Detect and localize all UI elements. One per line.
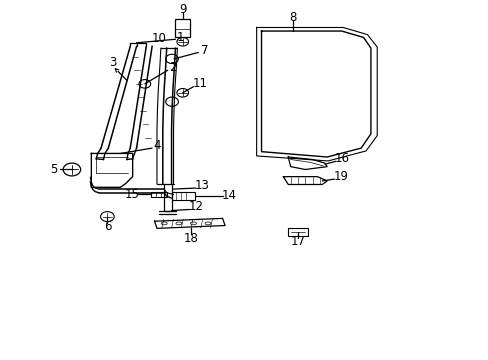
Text: 14: 14: [221, 189, 236, 202]
Text: 19: 19: [333, 170, 347, 183]
Text: 2: 2: [168, 61, 176, 74]
Text: 17: 17: [290, 235, 305, 248]
Bar: [175, 19, 190, 37]
Text: 10: 10: [152, 32, 166, 45]
Text: 11: 11: [192, 77, 207, 90]
Text: 4: 4: [153, 139, 161, 152]
Text: 6: 6: [103, 220, 111, 233]
Text: 18: 18: [183, 231, 198, 244]
Bar: [171, 192, 195, 200]
Text: 3: 3: [109, 56, 117, 69]
Text: 7: 7: [201, 44, 208, 57]
Bar: [287, 228, 307, 235]
Text: 16: 16: [334, 152, 348, 165]
Text: 8: 8: [289, 12, 296, 24]
Text: 13: 13: [194, 179, 209, 192]
Text: 12: 12: [188, 201, 203, 213]
Text: 1: 1: [176, 31, 183, 44]
Text: 9: 9: [179, 3, 186, 16]
Bar: [151, 192, 166, 197]
Text: 5: 5: [50, 163, 58, 176]
Text: 15: 15: [124, 188, 139, 201]
